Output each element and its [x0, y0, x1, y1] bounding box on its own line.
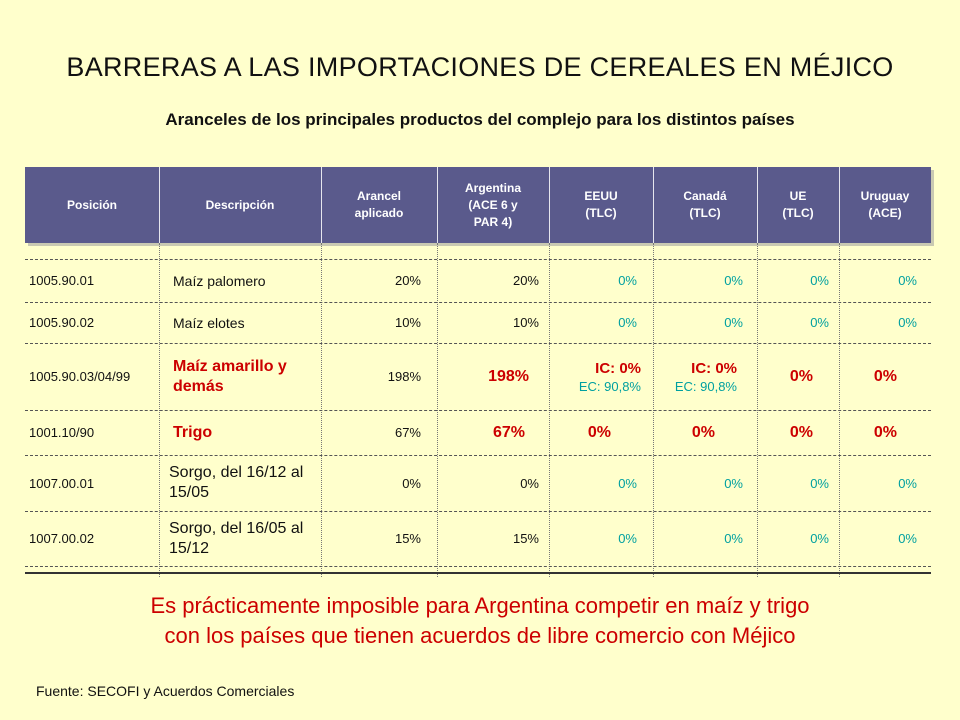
- cell-eeuu: 0%: [618, 273, 637, 288]
- cell-argentina: 0%: [520, 475, 539, 491]
- cell-arancel: 15%: [394, 531, 421, 546]
- cell-argentina: 20%: [512, 273, 539, 288]
- header-arancel: Arancel aplicado: [354, 189, 404, 220]
- header-eeuu: EEUU (TLC): [584, 189, 618, 220]
- cell-eeuu: 0%: [587, 423, 611, 441]
- cell-uruguay: 0%: [873, 367, 897, 385]
- cell-arancel: 198%: [387, 369, 421, 384]
- cell-uruguay: 0%: [873, 423, 897, 441]
- cell-eeuu: IC: 0% EC: 90,8%: [578, 359, 641, 394]
- cell-ue: 0%: [810, 531, 829, 546]
- source-note: Fuente: SECOFI y Acuerdos Comerciales: [36, 683, 295, 699]
- cell-uruguay: 0%: [898, 475, 917, 491]
- header-argentina: Argentina (ACE 6 y PAR 4): [464, 180, 521, 229]
- cell-canada: 0%: [691, 423, 715, 441]
- header-posicion: Posición: [66, 197, 117, 212]
- page-subtitle: Aranceles de los principales productos d…: [165, 110, 795, 129]
- cell-ue: 0%: [810, 315, 829, 330]
- cell-uruguay: 0%: [898, 531, 917, 546]
- cell-ue: 0%: [810, 475, 829, 491]
- cell-argentina: 67%: [492, 423, 525, 441]
- cell-ue: 0%: [789, 423, 813, 441]
- cell-descripcion: Sorgo, del 16/12 al 15/05: [169, 464, 304, 501]
- page-title: BARRERAS A LAS IMPORTACIONES DE CEREALES…: [66, 52, 894, 82]
- table-row: 1001.10/90 Trigo 67% 67% 0% 0% 0% 0%: [25, 410, 931, 455]
- cell-arancel: 0%: [402, 475, 421, 491]
- cell-argentina: 10%: [512, 315, 539, 330]
- cell-ue: 0%: [789, 367, 813, 385]
- cell-canada: 0%: [724, 475, 743, 491]
- cell-canada: 0%: [724, 531, 743, 546]
- cell-arancel: 10%: [394, 315, 421, 330]
- tariff-table: 1005.90.01 Maíz palomero 20% 20% 0% 0% 0…: [25, 243, 931, 577]
- header-descripcion: Descripción: [205, 197, 275, 212]
- cell-eeuu: 0%: [618, 315, 637, 330]
- cell-arancel: 20%: [394, 273, 421, 288]
- cell-argentina: 15%: [512, 531, 539, 546]
- table-row: 1005.90.01 Maíz palomero 20% 20% 0% 0% 0…: [25, 259, 931, 302]
- header-canada: Canadá (TLC): [683, 189, 727, 220]
- cell-posicion: 1001.10/90: [29, 425, 95, 440]
- cell-posicion: 1005.90.03/04/99: [29, 369, 131, 384]
- cell-arancel: 67%: [394, 425, 421, 440]
- cell-descripcion: Sorgo, del 16/05 al 15/12: [169, 519, 304, 557]
- cell-uruguay: 0%: [898, 315, 917, 330]
- header-ue: UE (TLC): [782, 189, 814, 220]
- cell-canada: IC: 0% EC: 90,8%: [674, 359, 737, 394]
- cell-eeuu: 0%: [618, 475, 637, 491]
- cell-canada: 0%: [724, 273, 743, 288]
- cell-uruguay: 0%: [898, 273, 917, 288]
- header-uruguay: Uruguay (ACE): [860, 189, 910, 220]
- cell-descripcion: Maíz amarillo y demás: [173, 357, 287, 395]
- cell-posicion: 1007.00.02: [29, 531, 95, 546]
- table-row: 1007.00.01 Sorgo, del 16/12 al 15/05 0% …: [25, 455, 931, 511]
- cell-descripcion: Maíz palomero: [173, 272, 266, 289]
- cell-descripcion: Maíz elotes: [173, 314, 245, 331]
- table-row: 1007.00.02 Sorgo, del 16/05 al 15/12 15%…: [25, 511, 931, 566]
- table-row: 1005.90.02 Maíz elotes 10% 10% 0% 0% 0% …: [25, 302, 931, 343]
- table-row: 1005.90.03/04/99 Maíz amarillo y demás 1…: [25, 343, 931, 410]
- cell-canada: 0%: [724, 315, 743, 330]
- cell-eeuu: 0%: [618, 531, 637, 546]
- conclusion-text: Es prácticamente imposible para Argentin…: [150, 593, 810, 648]
- cell-descripcion: Trigo: [173, 423, 213, 441]
- cell-argentina: 198%: [488, 367, 529, 385]
- cell-posicion: 1005.90.02: [29, 315, 95, 330]
- cell-ue: 0%: [810, 273, 829, 288]
- table-header: Posición Descripción Arancel aplicado Ar…: [25, 167, 931, 243]
- cell-posicion: 1005.90.01: [29, 273, 95, 288]
- cell-posicion: 1007.00.01: [29, 475, 95, 491]
